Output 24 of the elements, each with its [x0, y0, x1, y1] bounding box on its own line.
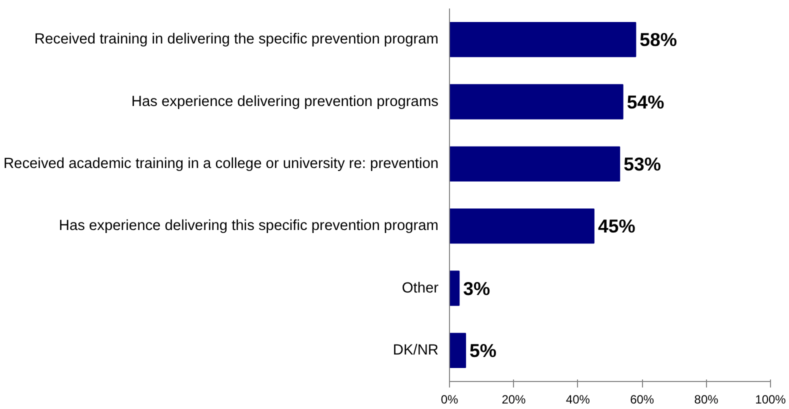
data-label: 45% [598, 216, 636, 237]
bar [450, 22, 636, 58]
x-tick-label: 60% [630, 392, 654, 406]
y-tick-label: Received training in delivering the specific prevention program [34, 32, 438, 48]
x-tick-label: 20% [502, 392, 526, 406]
bar [450, 270, 460, 306]
data-label: 53% [624, 153, 662, 174]
y-tick-label: DK/NR [392, 342, 439, 358]
y-tick-label: Has experience delivering prevention programs [131, 94, 439, 110]
bar [450, 332, 466, 368]
bar [450, 208, 594, 244]
data-label: 5% [470, 340, 497, 361]
x-tick-label: 100% [755, 392, 786, 406]
x-tick-label: 0% [440, 392, 458, 406]
data-label: 3% [463, 278, 491, 299]
x-tick-label: 80% [694, 392, 719, 406]
data-label: 54% [626, 91, 665, 112]
data-label: 58% [640, 29, 678, 50]
x-tick-label: 40% [566, 392, 590, 406]
bar [450, 84, 624, 120]
bar [450, 146, 620, 182]
y-tick-label: Other [402, 280, 439, 296]
y-tick-label: Received academic training in a college or university re: prevention [3, 156, 439, 172]
y-tick-label: Has experience delivering this specific prevention program [58, 218, 438, 234]
